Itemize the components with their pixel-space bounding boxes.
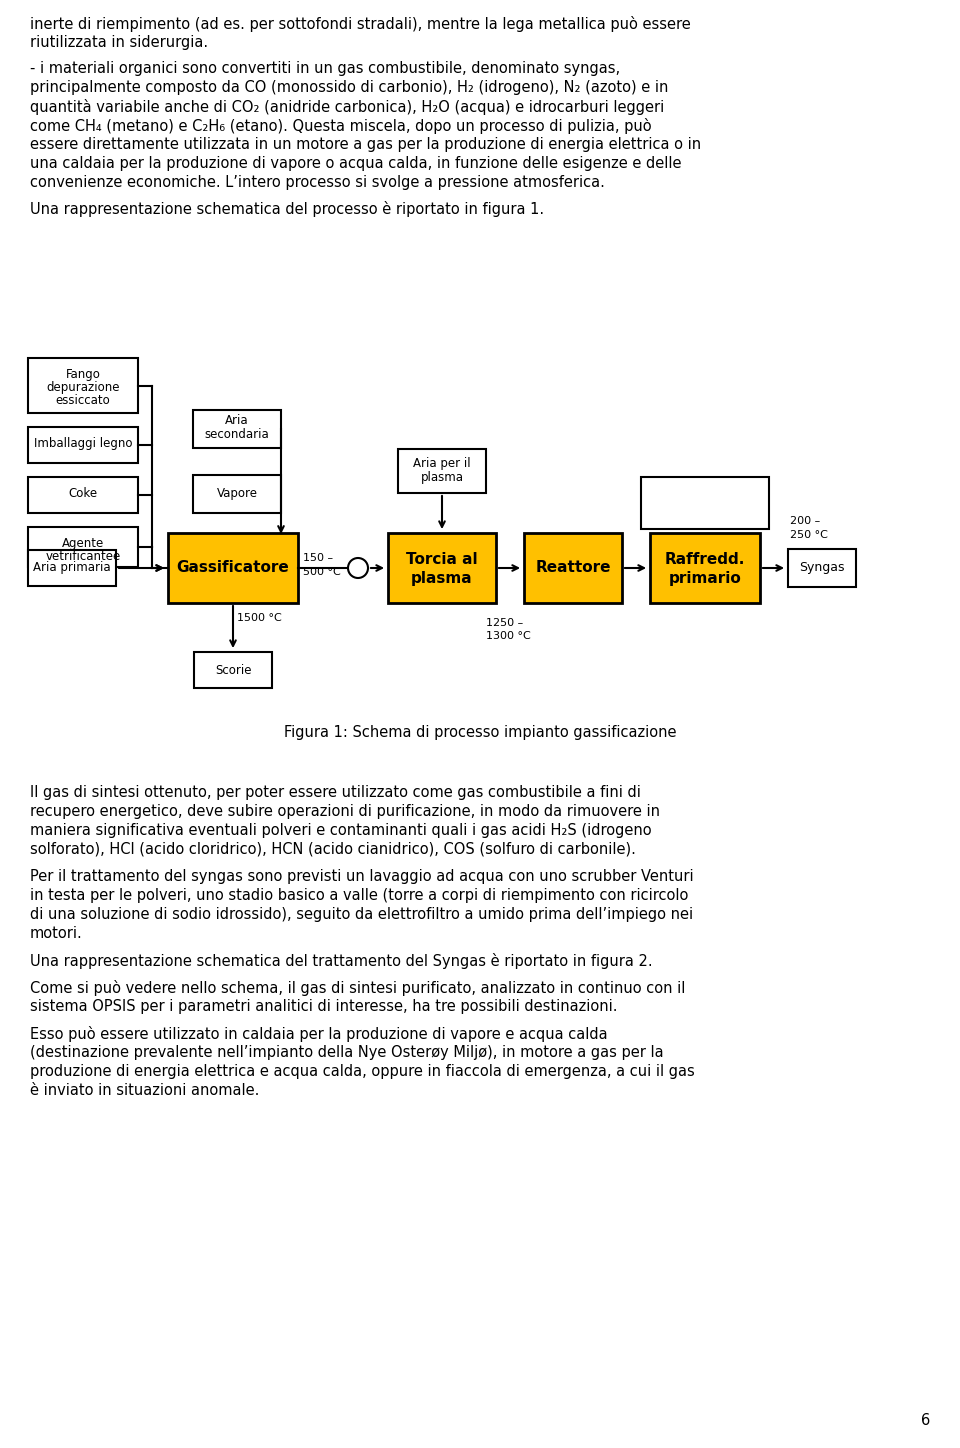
- Text: 1250 –: 1250 –: [486, 618, 523, 628]
- Text: è inviato in situazioni anomale.: è inviato in situazioni anomale.: [30, 1083, 259, 1098]
- Text: convenienze economiche. L’intero processo si svolge a pressione atmosferica.: convenienze economiche. L’intero process…: [30, 175, 605, 190]
- Text: vetrificantee: vetrificantee: [45, 550, 121, 563]
- FancyBboxPatch shape: [168, 533, 298, 602]
- FancyBboxPatch shape: [193, 410, 281, 447]
- Text: recupero energetico, deve subire operazioni di purificazione, in modo da rimuove: recupero energetico, deve subire operazi…: [30, 804, 660, 820]
- Text: produzione di energia elettrica e acqua calda, oppure in fiaccola di emergenza, : produzione di energia elettrica e acqua …: [30, 1064, 695, 1079]
- Text: 200 –: 200 –: [790, 515, 820, 526]
- Text: solforato), HCl (acido cloridrico), HCN (acido cianidrico), COS (solfuro di carb: solforato), HCl (acido cloridrico), HCN …: [30, 841, 636, 857]
- Text: Reattore: Reattore: [536, 560, 611, 575]
- FancyBboxPatch shape: [641, 476, 769, 529]
- Text: Esso può essere utilizzato in caldaia per la produzione di vapore e acqua calda: Esso può essere utilizzato in caldaia pe…: [30, 1027, 608, 1043]
- Text: principalmente composto da CO (monossido di carbonio), H₂ (idrogeno), N₂ (azoto): principalmente composto da CO (monossido…: [30, 80, 668, 96]
- Text: di una soluzione di sodio idrossido), seguito da elettrofiltro a umido prima del: di una soluzione di sodio idrossido), se…: [30, 906, 693, 922]
- FancyBboxPatch shape: [28, 358, 138, 413]
- FancyBboxPatch shape: [788, 549, 856, 586]
- Text: Scorie: Scorie: [215, 663, 252, 676]
- FancyBboxPatch shape: [28, 427, 138, 463]
- Text: Agente: Agente: [61, 537, 104, 550]
- Text: quantità variabile anche di CO₂ (anidride carbonica), H₂O (acqua) e idrocarburi : quantità variabile anche di CO₂ (anidrid…: [30, 98, 664, 114]
- Text: Raffredd.: Raffredd.: [665, 552, 745, 566]
- Text: Syngas: Syngas: [800, 562, 845, 575]
- FancyBboxPatch shape: [398, 449, 486, 492]
- Text: Torcia al: Torcia al: [406, 552, 478, 566]
- Text: sistema OPSIS per i parametri analitici di interesse, ha tre possibili destinazi: sistema OPSIS per i parametri analitici …: [30, 999, 617, 1014]
- Text: Gassificatore: Gassificatore: [177, 560, 289, 575]
- FancyBboxPatch shape: [650, 533, 760, 602]
- Text: Il gas di sintesi ottenuto, per poter essere utilizzato come gas combustibile a : Il gas di sintesi ottenuto, per poter es…: [30, 785, 641, 799]
- Text: motori.: motori.: [30, 927, 83, 941]
- Text: 6: 6: [921, 1413, 930, 1428]
- Text: (destinazione prevalente nell’impianto della Nye Osterøy Miljø), in motore a gas: (destinazione prevalente nell’impianto d…: [30, 1045, 663, 1060]
- Text: Vapore: Vapore: [217, 488, 257, 501]
- FancyBboxPatch shape: [28, 476, 138, 513]
- Text: maniera significativa eventuali polveri e contaminanti quali i gas acidi H₂S (id: maniera significativa eventuali polveri …: [30, 822, 652, 838]
- FancyBboxPatch shape: [388, 533, 496, 602]
- Text: Figura 1: Schema di processo impianto gassificazione: Figura 1: Schema di processo impianto ga…: [284, 725, 676, 740]
- Text: 250 °C: 250 °C: [790, 530, 828, 540]
- Text: Per il trattamento del syngas sono previsti un lavaggio ad acqua con uno scrubbe: Per il trattamento del syngas sono previ…: [30, 869, 694, 883]
- Text: Coke: Coke: [68, 487, 98, 500]
- FancyBboxPatch shape: [194, 652, 272, 688]
- FancyBboxPatch shape: [193, 475, 281, 513]
- Text: 1500 °C: 1500 °C: [237, 613, 281, 623]
- Text: Fango: Fango: [65, 368, 101, 381]
- Text: in testa per le polveri, uno stadio basico a valle (torre a corpi di riempimento: in testa per le polveri, uno stadio basi…: [30, 888, 688, 904]
- Text: Imballaggi legno: Imballaggi legno: [34, 437, 132, 450]
- Text: 500 °C: 500 °C: [303, 568, 341, 576]
- Text: Aria primaria: Aria primaria: [34, 562, 110, 575]
- Circle shape: [348, 557, 368, 578]
- Text: Aria: Aria: [226, 414, 249, 427]
- FancyBboxPatch shape: [524, 533, 622, 602]
- Text: Una rappresentazione schematica del trattamento del Syngas è riportato in figura: Una rappresentazione schematica del trat…: [30, 953, 653, 969]
- FancyBboxPatch shape: [28, 550, 116, 586]
- Text: depurazione: depurazione: [46, 381, 120, 394]
- Text: essere direttamente utilizzata in un motore a gas per la produzione di energia e: essere direttamente utilizzata in un mot…: [30, 138, 701, 152]
- Text: plasma: plasma: [411, 571, 473, 585]
- Text: come CH₄ (metano) e C₂H₆ (etano). Questa miscela, dopo un processo di pulizia, p: come CH₄ (metano) e C₂H₆ (etano). Questa…: [30, 117, 652, 135]
- Text: Aria per il: Aria per il: [413, 456, 470, 469]
- Text: primario: primario: [668, 571, 741, 585]
- Text: una caldaia per la produzione di vapore o acqua calda, in funzione delle esigenz: una caldaia per la produzione di vapore …: [30, 156, 682, 171]
- Text: secondaria: secondaria: [204, 429, 270, 442]
- Text: essiccato: essiccato: [56, 394, 110, 407]
- Text: - i materiali organici sono convertiti in un gas combustibile, denominato syngas: - i materiali organici sono convertiti i…: [30, 61, 620, 75]
- Text: plasma: plasma: [420, 472, 464, 485]
- Text: 1300 °C: 1300 °C: [486, 631, 531, 641]
- FancyBboxPatch shape: [28, 527, 138, 568]
- Text: Una rappresentazione schematica del processo è riportato in figura 1.: Una rappresentazione schematica del proc…: [30, 201, 544, 217]
- Text: 150 –: 150 –: [303, 553, 333, 563]
- Text: Come si può vedere nello schema, il gas di sintesi purificato, analizzato in con: Come si può vedere nello schema, il gas …: [30, 980, 685, 996]
- Text: inerte di riempimento (ad es. per sottofondi stradali), mentre la lega metallica: inerte di riempimento (ad es. per sottof…: [30, 16, 691, 32]
- Text: riutilizzata in siderurgia.: riutilizzata in siderurgia.: [30, 35, 208, 51]
